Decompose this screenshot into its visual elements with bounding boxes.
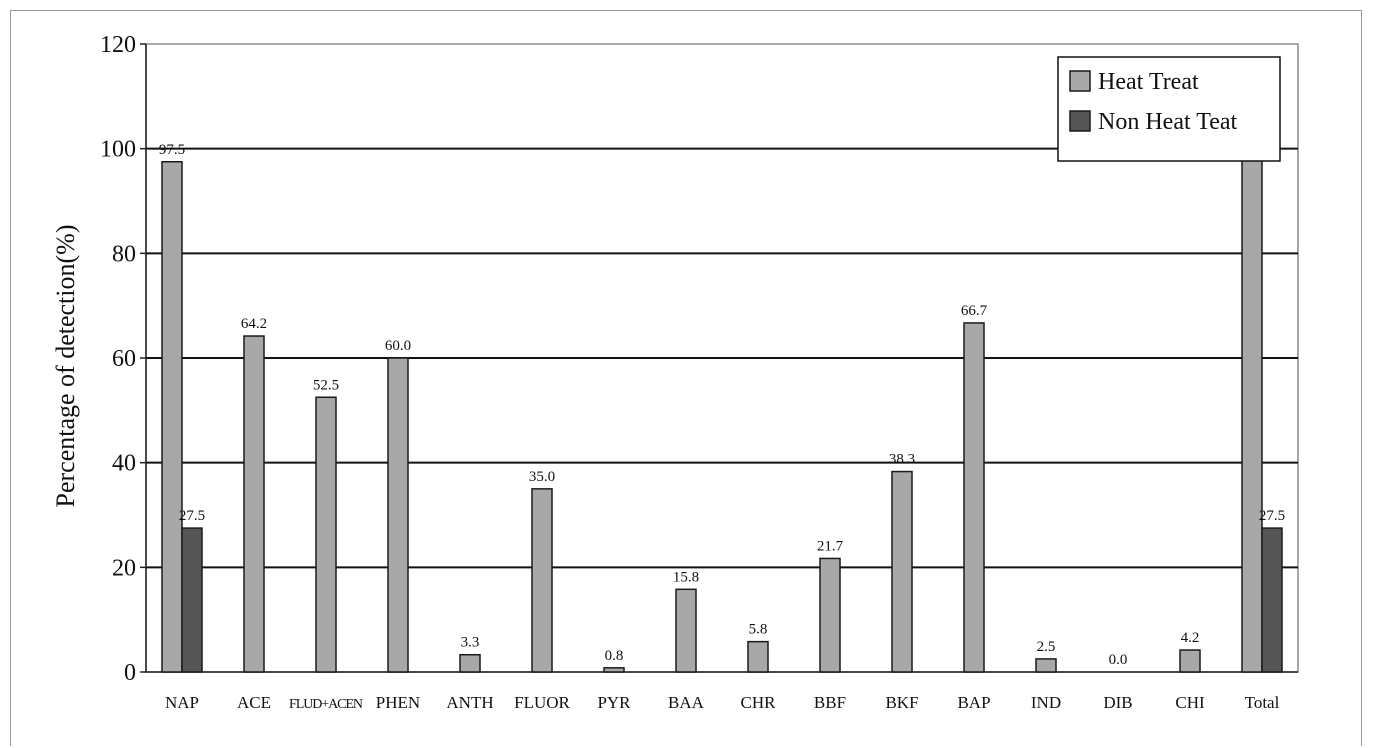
- x-tick-label: NAP: [165, 693, 199, 712]
- x-tick-label: BKF: [885, 693, 918, 712]
- bar-data-label: 0.0: [1109, 652, 1128, 668]
- y-tick-label: 80: [112, 241, 136, 267]
- legend-label: Heat Treat: [1098, 69, 1199, 95]
- x-tick-label: BBF: [814, 693, 846, 712]
- y-tick-label: 0: [124, 660, 136, 686]
- bar-data-label: 64.2: [241, 316, 267, 332]
- y-axis-title: Percentage of detection(%): [51, 225, 80, 508]
- bar-data-label: 27.5: [179, 508, 205, 524]
- bar-data-label: 97.5: [159, 142, 185, 158]
- bar-data-label: 27.5: [1259, 508, 1285, 524]
- x-tick-label: FLUOR: [514, 693, 570, 712]
- heat-treat-bar: [1179, 649, 1201, 673]
- x-tick-label: CHI: [1175, 693, 1205, 712]
- legend-swatch: [1069, 70, 1091, 92]
- bar-data-label: 4.2: [1181, 630, 1200, 646]
- heat-treat-bar: [675, 588, 697, 673]
- bar-data-label: 66.7: [961, 303, 988, 319]
- x-tick-label: ACE: [237, 693, 271, 712]
- bar-data-label: 5.8: [749, 622, 768, 638]
- legend-box: [1057, 56, 1281, 162]
- x-tick-label: BAP: [957, 693, 990, 712]
- heat-treat-bar: [891, 470, 913, 673]
- heat-treat-bar: [1241, 147, 1263, 673]
- bar-data-label: 0.8: [605, 648, 624, 664]
- x-tick-label: FLUD+ACEN: [289, 697, 363, 712]
- non-heat-treat-bar: [181, 527, 203, 673]
- x-tick-label: DIB: [1103, 693, 1132, 712]
- bar-data-label: 35.0: [529, 469, 555, 485]
- heat-treat-bar: [459, 653, 481, 673]
- non-heat-treat-bar: [1261, 527, 1283, 673]
- heat-treat-bar: [819, 557, 841, 673]
- heat-treat-bar: [531, 488, 553, 673]
- y-tick-label: 100: [100, 137, 136, 163]
- legend-label: Non Heat Teat: [1098, 109, 1237, 135]
- bar-data-label: 60.0: [385, 338, 411, 354]
- heat-treat-bar: [243, 335, 265, 673]
- chart-frame: [10, 10, 1362, 746]
- x-tick-label: PHEN: [376, 693, 420, 712]
- heat-treat-bar: [747, 640, 769, 673]
- x-tick-label: BAA: [668, 693, 705, 712]
- y-tick-label: 60: [112, 346, 136, 372]
- bar-data-label: 38.3: [889, 452, 915, 468]
- bar-data-label: 52.5: [313, 377, 339, 393]
- legend-swatch: [1069, 110, 1091, 132]
- x-tick-label: PYR: [597, 693, 631, 712]
- y-tick-label: 20: [112, 555, 136, 581]
- y-tick-label: 40: [112, 451, 136, 477]
- heat-treat-bar: [387, 357, 409, 673]
- heat-treat-bar: [603, 667, 625, 673]
- x-tick-label: CHR: [741, 693, 777, 712]
- x-tick-label: IND: [1031, 693, 1061, 712]
- bar-data-label: 2.5: [1037, 639, 1056, 655]
- x-tick-label: Total: [1245, 693, 1280, 712]
- heat-treat-bar: [963, 322, 985, 673]
- heat-treat-bar: [1035, 658, 1057, 673]
- heat-treat-bar: [315, 396, 337, 673]
- bar-data-label: 3.3: [461, 635, 480, 651]
- bar-data-label: 15.8: [673, 569, 699, 585]
- x-tick-label: ANTH: [446, 693, 493, 712]
- y-tick-label: 120: [100, 32, 136, 58]
- heat-treat-bar: [161, 161, 183, 673]
- bar-data-label: 21.7: [817, 538, 844, 554]
